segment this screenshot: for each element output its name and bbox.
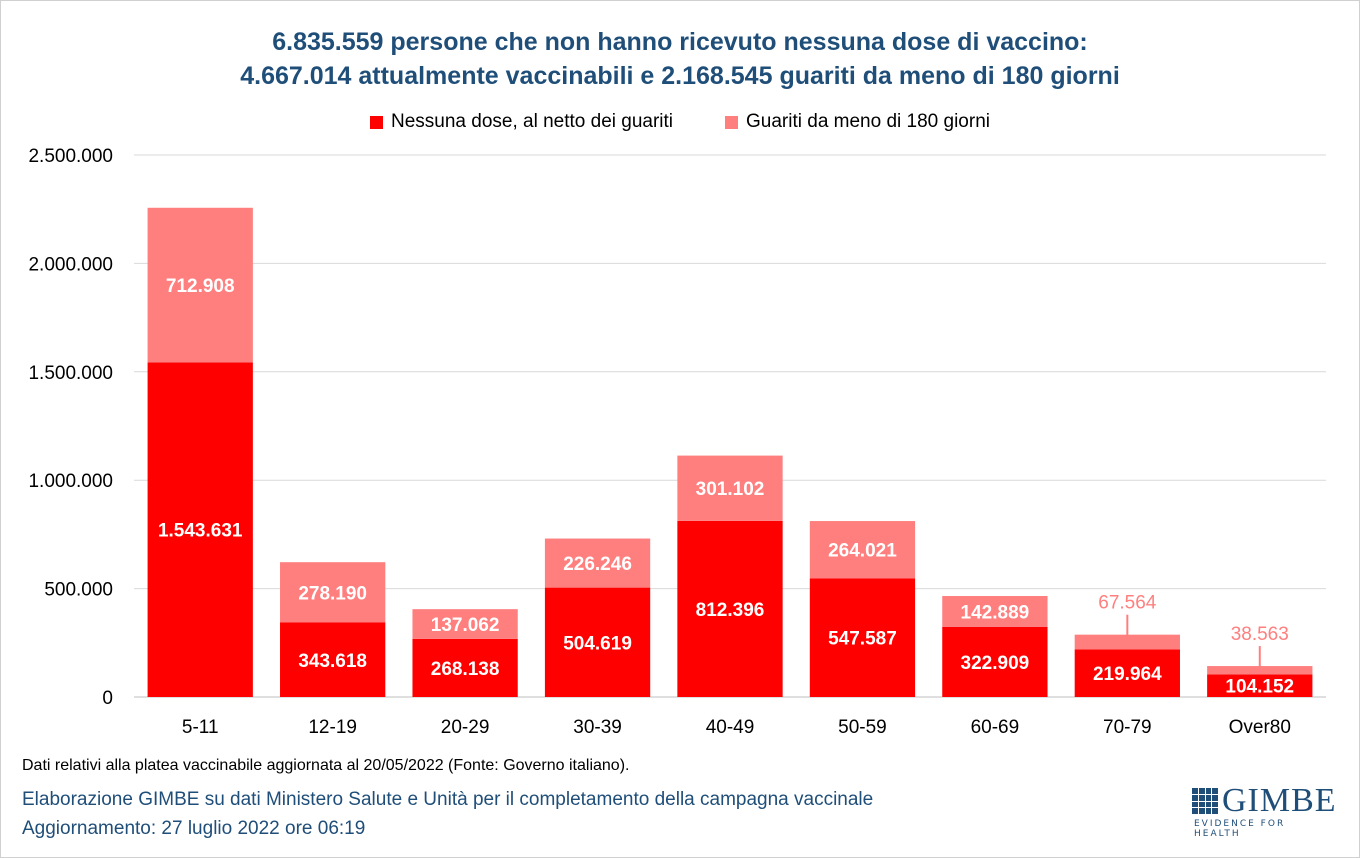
bar-no-dose [1074, 649, 1180, 697]
logo-wordmark: GIMBE [1222, 782, 1337, 819]
y-tick-label: 500.000 [44, 580, 113, 601]
logo-tagline: EVIDENCE FOR HEALTH [1194, 819, 1286, 839]
x-tick-label: 5-11 [182, 717, 219, 738]
legend-item-no-dose: Nessuna dose, al netto dei guariti [370, 111, 673, 133]
bar-no-dose [412, 638, 518, 697]
logo-grid-icon [1192, 788, 1218, 814]
gimbe-logo: GIMBE EVIDENCE FOR HEALTH [1192, 782, 1336, 839]
x-tick-label: 12-19 [308, 717, 357, 738]
x-tick-label: Over80 [1229, 717, 1291, 738]
bar-no-dose [677, 520, 783, 697]
bar-no-dose [942, 626, 1048, 697]
x-tick-label: 60-69 [971, 717, 1020, 738]
bar-no-dose [1207, 674, 1313, 697]
data-label-no-dose: 547.587 [828, 629, 897, 650]
bar-recovered [1074, 634, 1180, 650]
bar-recovered [942, 596, 1048, 627]
data-label-no-dose: 268.138 [431, 659, 500, 680]
legend-label-recovered: Guariti da meno di 180 giorni [746, 111, 990, 132]
bar-no-dose [147, 362, 253, 697]
data-label-recovered: 67.564 [1098, 593, 1157, 614]
data-label-no-dose: 322.909 [961, 653, 1030, 674]
chart-legend: Nessuna dose, al netto dei guariti Guari… [0, 111, 1360, 133]
bar-recovered [147, 207, 253, 363]
update-line: Aggiornamento: 27 luglio 2022 ore 06:19 [22, 818, 366, 839]
data-label-recovered: 142.889 [961, 603, 1030, 624]
data-label-no-dose: 104.152 [1225, 677, 1294, 698]
x-tick-label: 30-39 [573, 717, 622, 738]
data-source-note: Dati relativi alla platea vaccinabile ag… [22, 757, 630, 774]
x-tick-label: 20-29 [441, 717, 490, 738]
bar-no-dose [809, 578, 916, 697]
data-label-no-dose: 343.618 [298, 651, 367, 672]
y-tick-label: 1.000.000 [28, 471, 113, 492]
legend-label-no-dose: Nessuna dose, al netto dei guariti [391, 111, 674, 132]
data-label-recovered: 137.062 [431, 615, 500, 636]
x-tick-label: 50-59 [838, 717, 887, 738]
data-label-recovered: 38.563 [1231, 624, 1289, 645]
bar-chart: 0 500.000 1.000.000 1.500.000 2.000.000 2.500… [28, 146, 1326, 738]
data-label-no-dose: 504.619 [563, 633, 632, 654]
bar-recovered [809, 521, 916, 579]
legend-item-recovered: Guariti da meno di 180 giorni [725, 111, 990, 133]
y-tick-label: 2.000.000 [28, 254, 113, 275]
x-tick-label: 70-79 [1103, 717, 1152, 738]
data-label-recovered: 301.102 [696, 479, 765, 500]
legend-swatch-recovered [725, 115, 739, 129]
data-label-recovered: 278.190 [298, 583, 367, 604]
y-tick-label: 0 [102, 688, 113, 709]
data-label-no-dose: 1.543.631 [158, 521, 243, 542]
data-label-no-dose: 812.396 [696, 600, 765, 621]
bar-no-dose [280, 622, 386, 697]
credit-line: Elaborazione GIMBE su dati Ministero Sal… [22, 789, 874, 810]
y-tick-label: 2.500.000 [28, 146, 113, 167]
chart-title: 6.835.559 persone che non hanno ricevuto… [272, 28, 1088, 56]
chart-subtitle: 4.667.014 attualmente vaccinabili e 2.16… [240, 62, 1120, 90]
bar-recovered [677, 455, 783, 521]
data-label-recovered: 712.908 [166, 276, 235, 297]
data-label-no-dose: 219.964 [1093, 664, 1162, 685]
x-tick-label: 40-49 [706, 717, 755, 738]
legend-swatch-no-dose [370, 115, 383, 129]
bar-recovered [412, 609, 518, 639]
bar-recovered [544, 538, 651, 588]
y-tick-label: 1.500.000 [28, 363, 113, 384]
bar-recovered [280, 562, 386, 623]
data-label-recovered: 264.021 [828, 541, 897, 562]
bar-no-dose [544, 587, 651, 697]
data-label-recovered: 226.246 [563, 554, 632, 575]
